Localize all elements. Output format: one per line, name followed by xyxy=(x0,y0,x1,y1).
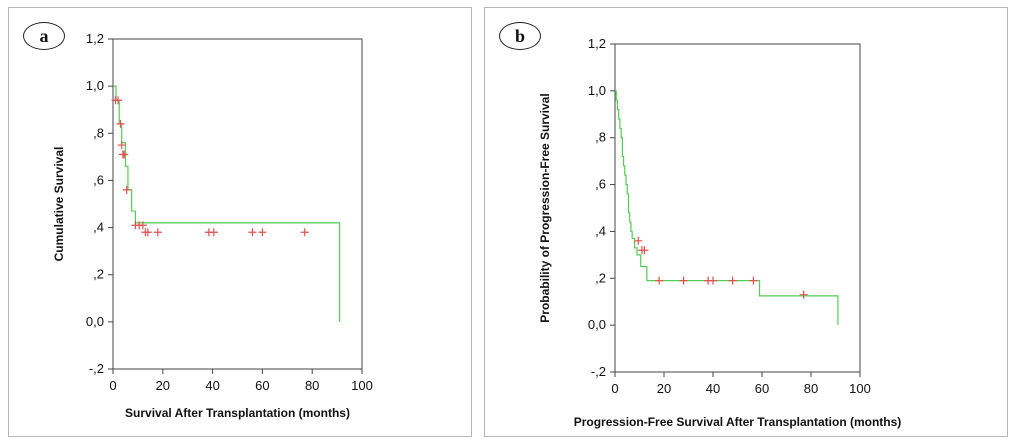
y-tick-label: ,2 xyxy=(93,267,104,282)
x-tick-label: 0 xyxy=(611,381,618,396)
x-tick-label: 60 xyxy=(255,378,269,393)
chart-panel-b: b -,2 0,0 ,2 ,4 ,6 ,8 1,0 1,2 0 20 40 60 80 100 Progre… xyxy=(484,7,1008,437)
km-plot-a: -,2 0,0 ,2 ,4 ,6 ,8 1,0 1,2 0 20 40 60 80 100Survival… xyxy=(52,31,373,420)
censor-mark xyxy=(143,228,152,237)
y-tick-label: ,8 xyxy=(93,125,104,140)
survival-curve xyxy=(113,85,341,322)
censor-mark xyxy=(113,96,122,105)
censor-mark xyxy=(300,228,309,237)
panel-label-a: a xyxy=(23,22,65,50)
y-tick-label: ,4 xyxy=(595,223,606,238)
x-tick-label: 20 xyxy=(156,378,170,393)
censor-mark xyxy=(728,276,737,285)
censor-mark xyxy=(679,276,688,285)
y-tick-label: 1,0 xyxy=(86,78,104,93)
x-axis-title: Survival After Transplantation (months) xyxy=(125,406,350,420)
y-tick-label: ,8 xyxy=(595,130,606,145)
survival-curve xyxy=(615,90,839,326)
y-axis-title: Probability of Progression-Free Survival xyxy=(538,93,552,322)
y-tick-label: 1,2 xyxy=(86,31,104,46)
x-tick-label: 100 xyxy=(849,381,871,396)
plot-frame xyxy=(614,43,861,373)
chart-panel-a: a -,2 0,0 ,2 ,4 ,6 ,8 1,0 1,2 0 20 40 60 80 100 Surviv… xyxy=(8,7,472,437)
y-axis-title: Cumulative Survival xyxy=(52,147,66,262)
censor-mark xyxy=(209,228,218,237)
x-tick-label: 60 xyxy=(755,381,769,396)
x-tick-label: 0 xyxy=(109,378,116,393)
y-tick-label: ,6 xyxy=(595,177,606,192)
panel-label-b: b xyxy=(499,22,541,50)
censor-mark xyxy=(122,185,131,194)
censor-mark xyxy=(258,228,267,237)
x-tick-label: 40 xyxy=(205,378,219,393)
censor-mark xyxy=(117,141,126,150)
censor-mark xyxy=(709,276,717,285)
x-tick-label: 80 xyxy=(804,381,818,396)
y-tick-label: ,4 xyxy=(93,220,104,235)
censor-mark xyxy=(634,236,643,245)
censor-mark xyxy=(120,150,129,159)
censor-mark xyxy=(799,290,808,299)
y-tick-label: 1,0 xyxy=(588,83,606,98)
censor-mark xyxy=(655,276,664,285)
censor-mark xyxy=(640,246,649,255)
censor-mark xyxy=(248,228,257,237)
x-tick-label: 20 xyxy=(657,381,671,396)
x-tick-label: 80 xyxy=(305,378,319,393)
x-tick-label: 40 xyxy=(706,381,720,396)
x-axis-title: Progression-Free Survival After Transpla… xyxy=(574,415,902,429)
y-tick-label: 1,2 xyxy=(588,36,606,51)
censor-mark xyxy=(116,119,125,128)
x-tick-label: 100 xyxy=(351,378,373,393)
plot-frame xyxy=(112,38,363,370)
y-tick-label: ,2 xyxy=(595,270,606,285)
censor-mark xyxy=(749,276,758,285)
y-tick-label: 0,0 xyxy=(86,314,104,329)
censor-mark xyxy=(138,221,147,230)
censor-mark xyxy=(153,228,162,237)
y-tick-label: -,2 xyxy=(89,361,104,376)
y-tick-label: -,2 xyxy=(591,364,606,379)
km-plot-b: -,2 0,0 ,2 ,4 ,6 ,8 1,0 1,2 0 20 40 60 80 100 Progress… xyxy=(538,36,902,429)
y-tick-label: 0,0 xyxy=(588,317,606,332)
y-tick-label: ,6 xyxy=(93,172,104,187)
